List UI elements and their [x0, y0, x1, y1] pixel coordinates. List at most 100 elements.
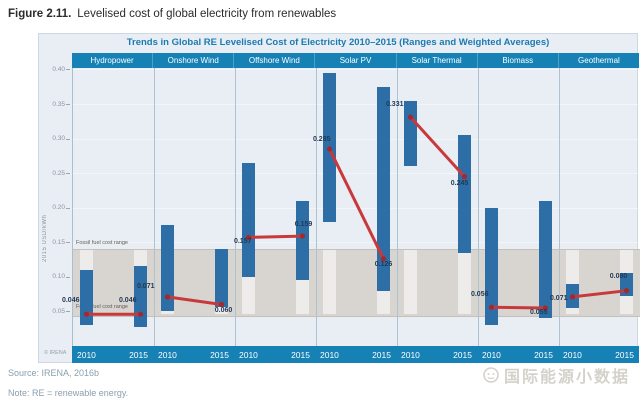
x-axis-years: 2010 2015 [477, 346, 558, 363]
year-label: 2015 [615, 349, 634, 360]
fossil-band-label-top: Fossil fuel cost range [76, 240, 128, 247]
avg-value-label: 0.071 [136, 282, 155, 290]
source-note: Source: IRENA, 2016b [8, 368, 100, 378]
avg-value-label: 0.245 [450, 179, 469, 187]
y-tick-mark [66, 104, 70, 105]
watermark: 国际能源小数据 [482, 363, 630, 387]
range-bar-solar-thermal-2015 [458, 135, 471, 253]
year-label: 2015 [372, 349, 391, 360]
range-bar-biomass-2010 [485, 207, 498, 326]
x-axis-years: 2010 2015 [72, 346, 153, 363]
y-tick-label: 0.35 [52, 100, 65, 108]
gridline [73, 104, 640, 105]
avg-value-label: 0.060 [214, 306, 233, 314]
year-label: 2010 [239, 349, 258, 360]
x-axis-years: 2010 2015 [315, 346, 396, 363]
column-header-hydropower: Hydropower [90, 56, 134, 65]
y-tick-mark [66, 138, 70, 140]
gridline [73, 69, 640, 71]
range-bar-solar-thermal-2010 [404, 100, 417, 167]
range-bar-solar-pv-2015 [377, 86, 390, 291]
gridline [73, 173, 640, 175]
bar-track-strip [404, 250, 417, 314]
y-tick-label: 0.30 [52, 135, 65, 143]
y-tick-label: 0.25 [52, 169, 65, 177]
year-label: 2015 [129, 349, 148, 360]
bar-track-strip [323, 250, 336, 314]
avg-value-label: 0.046 [118, 297, 137, 305]
avg-value-label: 0.126 [374, 260, 393, 268]
x-axis-bar: 2010 2015 2010 2015 2010 2015 2010 2015 2010 2015… [72, 346, 639, 363]
x-axis-years: 2010 2015 [234, 346, 315, 363]
panel-divider [235, 68, 236, 346]
y-tick-label: 0.10 [52, 273, 65, 281]
avg-value-label: 0.159 [294, 221, 313, 229]
year-label: 2010 [158, 349, 177, 360]
avg-value-label: 0.071 [549, 294, 568, 302]
avg-value-label: 0.046 [61, 297, 80, 305]
range-bar-biomass-2015 [539, 200, 552, 319]
y-tick-mark [66, 207, 70, 209]
range-bar-onshore-wind-2010 [161, 225, 174, 312]
gridline [73, 242, 640, 244]
avg-value-label: 0.080 [609, 272, 628, 280]
gridline [73, 207, 640, 209]
column-header-solar-pv: Solar PV [314, 53, 395, 68]
watermark-text: 国际能源小数据 [504, 369, 631, 386]
y-tick-label: 0.20 [52, 204, 65, 212]
y-axis-title: 2015 USD/kWh [42, 214, 48, 262]
weighted-average-lines [83, 114, 630, 317]
watermark-face-icon [483, 367, 499, 383]
year-label: 2010 [401, 349, 420, 360]
column-header-solar-thermal: Solar Thermal [395, 53, 477, 68]
chart-title: Trends in Global RE Levelised Cost of El… [126, 37, 550, 48]
avg-value-label: 0.331 [385, 101, 404, 109]
y-tick-mark [66, 173, 70, 175]
x-axis-years: 2010 2015 [396, 346, 477, 363]
figure-title: Levelised cost of global electricity fro… [77, 8, 337, 20]
range-bar-offshore-wind-2010 [242, 162, 255, 277]
figure-caption: Figure 2.11. Levelised cost of global ele… [8, 8, 336, 20]
y-tick-mark [66, 69, 70, 71]
range-bar-onshore-wind-2015 [215, 249, 228, 307]
panel-divider [559, 68, 560, 346]
column-header-biomass: Biomass [476, 53, 558, 68]
y-tick-mark [66, 242, 70, 244]
year-label: 2010 [482, 349, 501, 360]
bar-track-strip [458, 250, 471, 314]
panel-divider [478, 68, 479, 346]
x-axis-years: 2010 2015 [558, 346, 639, 363]
x-axis-years: 2010 2015 [153, 346, 234, 363]
avg-value-label: 0.157 [233, 238, 252, 246]
avg-value-label: 0.285 [312, 135, 331, 143]
year-label: 2010 [320, 349, 339, 360]
year-label: 2015 [291, 349, 310, 360]
y-tick-mark [66, 276, 70, 278]
irena-copyright: © IRENA [44, 350, 67, 356]
year-label: 2010 [563, 349, 582, 360]
y-tick-label: 0.40 [52, 65, 65, 73]
panel-divider [397, 68, 398, 346]
column-header-onshore-wind: Onshore Wind [152, 53, 233, 68]
year-label: 2015 [210, 349, 229, 360]
range-bar-offshore-wind-2015 [296, 200, 309, 281]
gridline [73, 138, 640, 140]
year-label: 2015 [534, 349, 553, 360]
year-label: 2015 [453, 349, 472, 360]
y-tick-label: 0.15 [52, 238, 65, 246]
range-bar-hydropower-2010 [80, 269, 93, 326]
y-tick-mark [66, 311, 70, 313]
avg-value-label: 0.055 [529, 308, 548, 316]
column-header-geothermal: Geothermal [557, 53, 639, 68]
y-axis: 2015 USD/kWh 0.05 0.10 0.15 0.20 0.25 0.30 0.3… [39, 65, 72, 346]
y-tick-label: 0.05 [52, 307, 65, 315]
technology-header-bar: Hydropower Onshore Wind Offshore Wind Solar… [72, 53, 639, 68]
range-bar-hydropower-2015 [134, 266, 147, 327]
chart-container: Trends in Global RE Levelised Cost of El… [38, 33, 640, 363]
plot-area: Fossil fuel cost range Fossil fuel cost r… [62, 68, 640, 346]
panel-divider [154, 68, 155, 346]
re-note: Note: RE = renewable energy. [8, 388, 129, 398]
column-header-offshore-wind: Offshore Wind [233, 53, 314, 68]
figure-number: Figure 2.11. [8, 8, 72, 20]
panel-divider [316, 68, 317, 346]
